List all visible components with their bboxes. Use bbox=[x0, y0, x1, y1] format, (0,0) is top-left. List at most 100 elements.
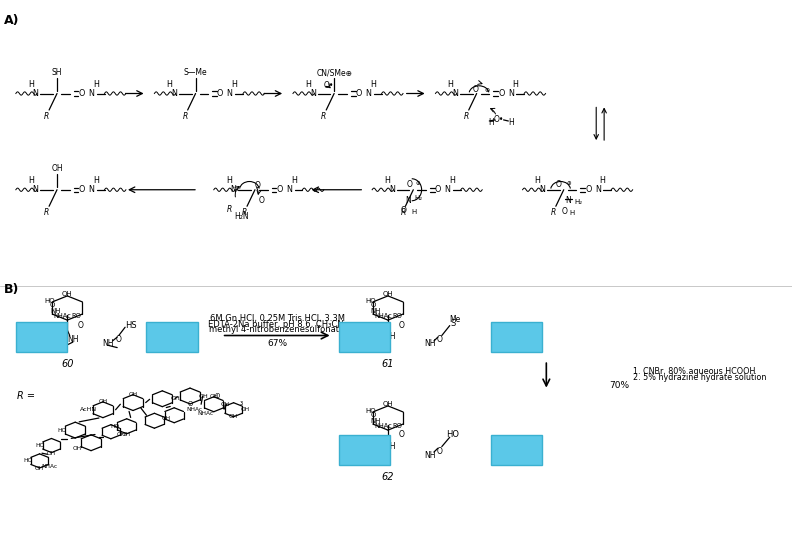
Text: S: S bbox=[450, 319, 456, 328]
Text: NHAc: NHAc bbox=[42, 464, 58, 469]
Text: N: N bbox=[227, 89, 232, 98]
Text: R: R bbox=[321, 112, 327, 121]
Text: HO: HO bbox=[45, 298, 55, 304]
Text: O: O bbox=[215, 393, 220, 399]
Text: OH: OH bbox=[171, 396, 181, 402]
Text: O: O bbox=[498, 89, 505, 98]
Text: N: N bbox=[566, 196, 571, 205]
Text: HO: HO bbox=[35, 443, 44, 448]
Text: R =: R = bbox=[18, 391, 35, 401]
Text: H: H bbox=[93, 177, 99, 185]
Text: N: N bbox=[88, 185, 94, 194]
Text: O: O bbox=[398, 321, 405, 330]
Text: H: H bbox=[93, 80, 99, 89]
Text: ₃: ₃ bbox=[240, 398, 243, 407]
Text: O: O bbox=[370, 302, 376, 308]
Bar bbox=[491, 434, 542, 465]
Text: S—Me: S—Me bbox=[183, 68, 207, 77]
Text: O•: O• bbox=[493, 116, 504, 124]
Text: 2. 5% hydrazine hydrate solution: 2. 5% hydrazine hydrate solution bbox=[634, 373, 767, 382]
Text: N: N bbox=[539, 185, 545, 194]
Text: N: N bbox=[231, 185, 236, 194]
Text: CN/SMe⊕: CN/SMe⊕ bbox=[316, 68, 352, 77]
Text: OH: OH bbox=[209, 393, 219, 399]
Text: O•: O• bbox=[324, 81, 334, 90]
Text: O: O bbox=[437, 336, 442, 344]
Text: HS: HS bbox=[125, 321, 136, 330]
Text: N: N bbox=[365, 89, 371, 98]
Text: H: H bbox=[226, 177, 231, 185]
Text: H: H bbox=[370, 80, 376, 89]
Text: H: H bbox=[448, 80, 453, 89]
Text: NHAc: NHAc bbox=[198, 411, 214, 416]
Text: OH: OH bbox=[99, 399, 107, 404]
Text: N: N bbox=[310, 89, 316, 98]
Text: H: H bbox=[508, 118, 513, 127]
Bar bbox=[339, 434, 390, 465]
Text: NH: NH bbox=[50, 308, 61, 314]
Text: H₂: H₂ bbox=[574, 199, 582, 205]
Text: O: O bbox=[555, 180, 562, 189]
Text: O: O bbox=[78, 185, 85, 194]
Text: methyl 4-nitrobenzenesulfonate: methyl 4-nitrobenzenesulfonate bbox=[210, 326, 344, 334]
Text: H: H bbox=[28, 177, 34, 185]
Text: R: R bbox=[242, 208, 248, 217]
Text: O: O bbox=[78, 321, 83, 330]
Text: N: N bbox=[405, 196, 411, 205]
Text: NH: NH bbox=[371, 418, 381, 424]
Text: R: R bbox=[551, 208, 556, 217]
Text: H: H bbox=[305, 80, 311, 89]
Text: OH: OH bbox=[35, 466, 44, 471]
Text: O: O bbox=[400, 206, 407, 215]
Text: HO: HO bbox=[365, 298, 376, 304]
Text: R: R bbox=[400, 208, 405, 217]
Text: R: R bbox=[44, 112, 50, 121]
Text: O: O bbox=[437, 447, 442, 455]
Text: 70%: 70% bbox=[610, 381, 630, 389]
Text: RO: RO bbox=[392, 314, 402, 319]
Text: N: N bbox=[445, 185, 450, 194]
Text: B): B) bbox=[4, 283, 19, 296]
Text: OH: OH bbox=[47, 451, 56, 456]
Text: A): A) bbox=[4, 14, 19, 27]
Text: N: N bbox=[33, 89, 38, 98]
Text: NHAc: NHAc bbox=[374, 424, 392, 429]
Text: H: H bbox=[449, 177, 455, 185]
Text: NHAc: NHAc bbox=[54, 314, 71, 319]
Text: ⊕: ⊕ bbox=[566, 180, 571, 186]
Text: OH: OH bbox=[221, 402, 230, 407]
Text: HO: HO bbox=[23, 458, 32, 464]
Text: Me: Me bbox=[449, 315, 461, 323]
Text: HO: HO bbox=[365, 408, 376, 414]
Bar bbox=[147, 322, 198, 352]
Bar bbox=[16, 322, 67, 352]
Text: O: O bbox=[255, 181, 260, 190]
Text: H: H bbox=[600, 177, 606, 185]
Text: O: O bbox=[562, 207, 567, 216]
Text: OH: OH bbox=[122, 432, 131, 437]
Text: O: O bbox=[370, 412, 376, 418]
Text: 6M Gn.HCl, 0.25M Tris.HCl, 3.3M: 6M Gn.HCl, 0.25M Tris.HCl, 3.3M bbox=[210, 315, 344, 323]
Text: RO: RO bbox=[72, 314, 82, 319]
Text: R: R bbox=[44, 208, 50, 217]
Text: NH: NH bbox=[67, 335, 78, 344]
Text: NHAc: NHAc bbox=[374, 314, 392, 319]
Text: H: H bbox=[513, 80, 518, 89]
Text: H: H bbox=[167, 80, 172, 89]
Text: H₂N: H₂N bbox=[234, 212, 249, 221]
Text: 60: 60 bbox=[61, 359, 74, 369]
Text: AcHN: AcHN bbox=[80, 407, 97, 412]
Text: O: O bbox=[585, 185, 591, 194]
Text: O: O bbox=[116, 336, 122, 344]
Text: N: N bbox=[508, 89, 513, 98]
Text: H₂: H₂ bbox=[414, 195, 422, 201]
Text: ⊕: ⊕ bbox=[485, 88, 489, 94]
Text: O: O bbox=[217, 89, 223, 98]
Text: R: R bbox=[227, 205, 232, 213]
Text: 1. CNBr, 80% aqueous HCOOH: 1. CNBr, 80% aqueous HCOOH bbox=[634, 367, 756, 376]
Text: OH: OH bbox=[241, 407, 250, 412]
Text: HO: HO bbox=[446, 430, 460, 439]
Text: O: O bbox=[472, 85, 478, 94]
Text: ⊕: ⊕ bbox=[416, 180, 421, 186]
Text: N: N bbox=[453, 89, 458, 98]
